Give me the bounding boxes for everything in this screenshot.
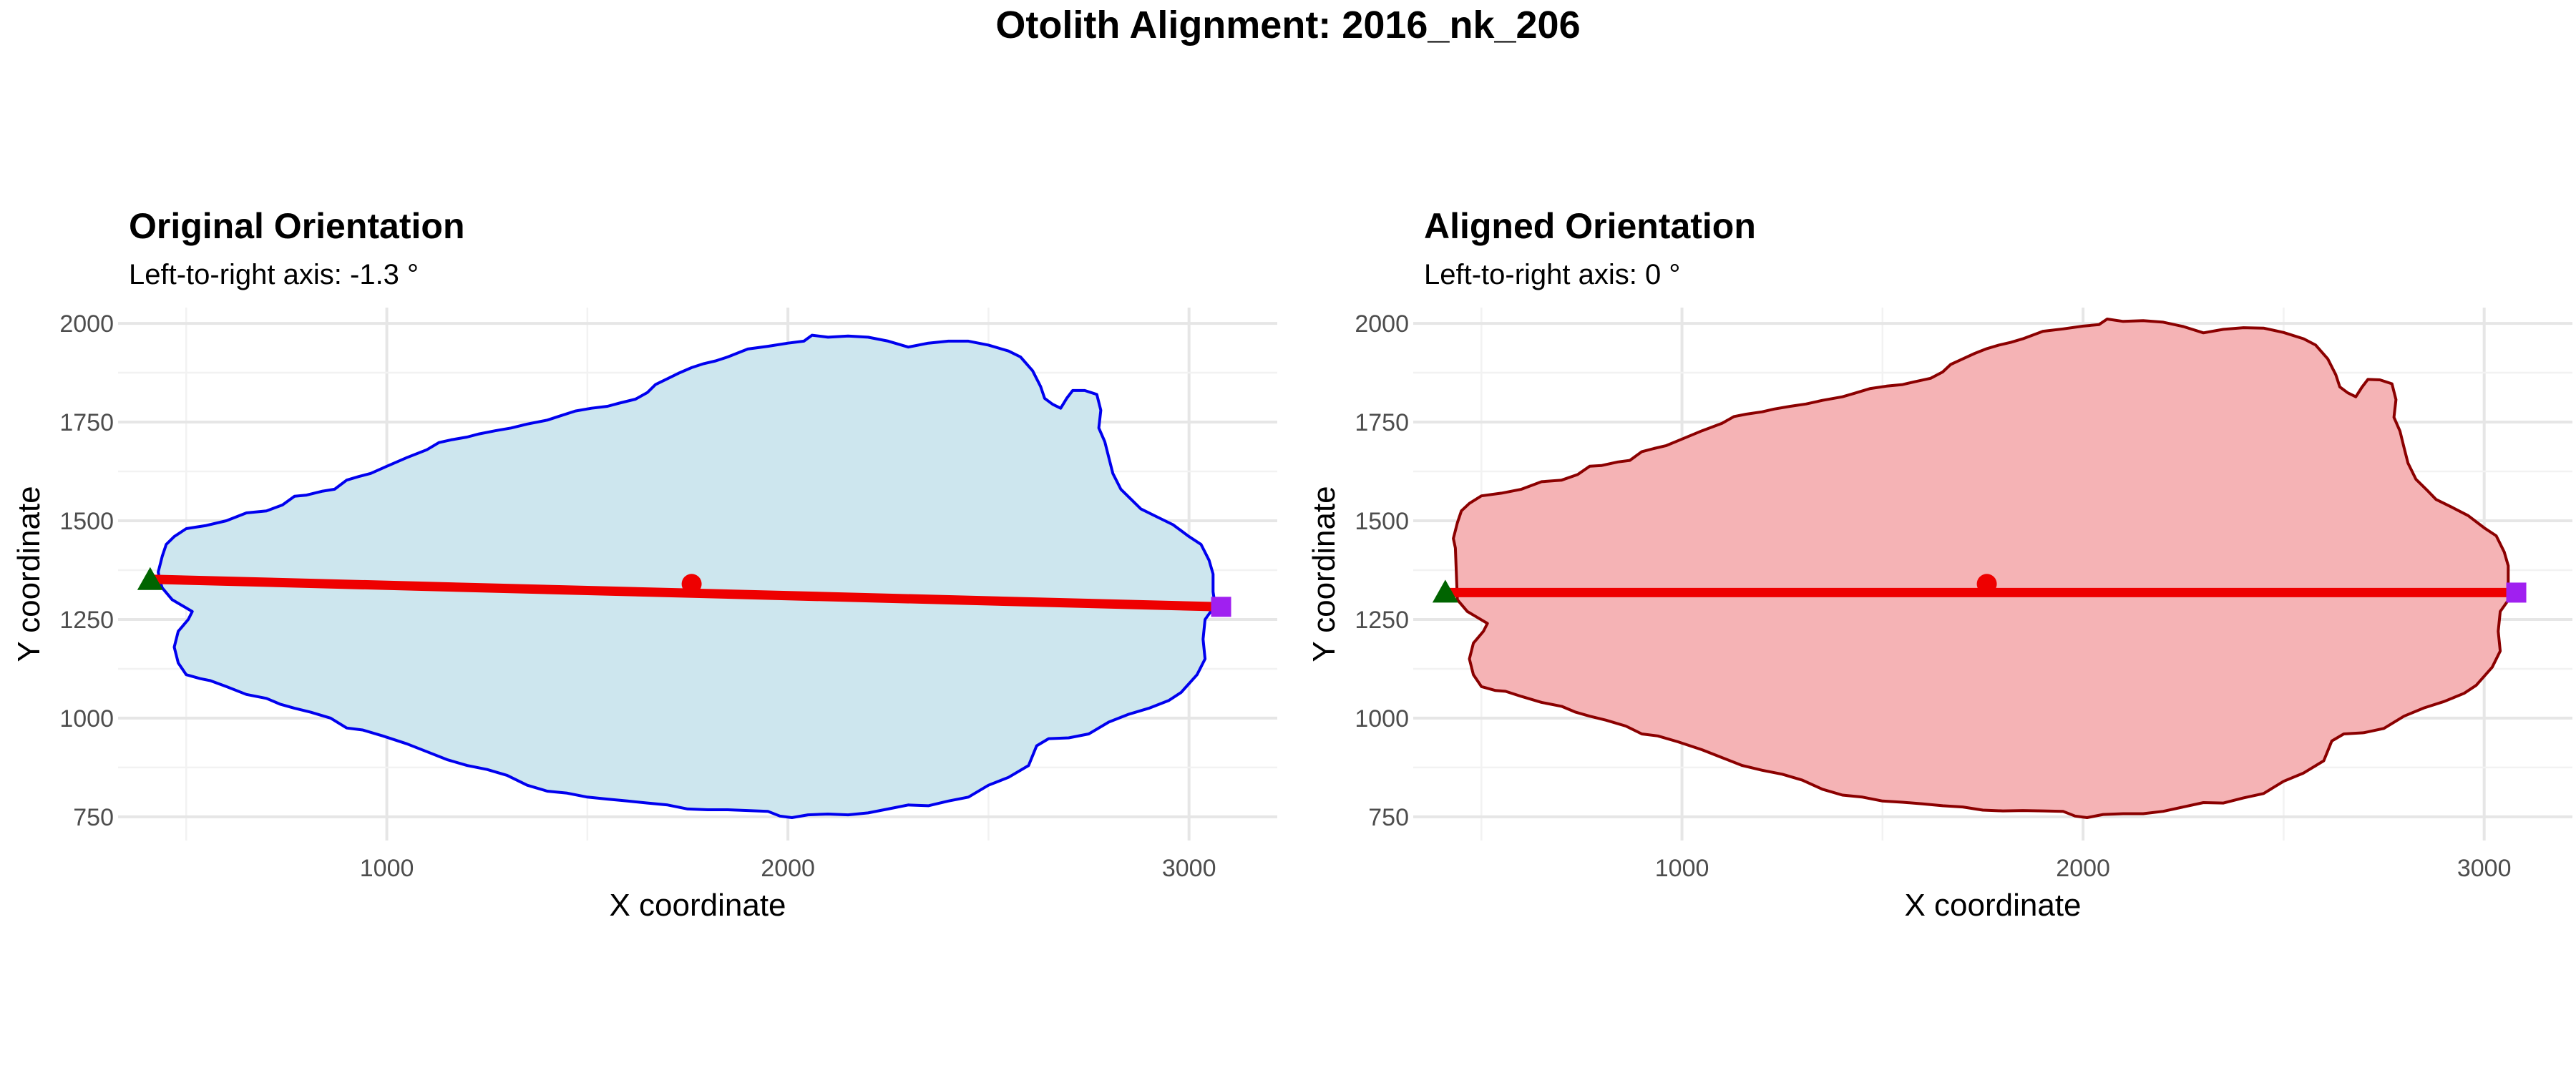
y-tick-label: 750 [73, 804, 114, 831]
x-tick-label: 2000 [761, 855, 815, 882]
panel-subtitle: Left-to-right axis: -1.3 ° [129, 259, 419, 290]
y-axis-label: Y coordinate [1307, 486, 1342, 662]
x-axis-label: X coordinate [1904, 888, 2081, 923]
otolith-outline [1452, 318, 2512, 819]
figure-title: Otolith Alignment: 2016_nk_206 [995, 4, 1581, 46]
y-tick-label: 1250 [59, 607, 114, 634]
x-axis-label: X coordinate [609, 888, 786, 923]
y-tick-label: 1500 [59, 508, 114, 535]
y-tick-label: 2000 [59, 310, 114, 338]
left-endpoint-triangle [1432, 579, 1458, 603]
y-tick-label: 750 [1368, 804, 1409, 831]
right-endpoint-square [1211, 597, 1231, 617]
x-tick-label: 1000 [1655, 855, 1709, 882]
left-endpoint-triangle [137, 567, 163, 590]
x-tick-label: 1000 [360, 855, 414, 882]
right-endpoint-square [2506, 582, 2527, 603]
y-tick-label: 1250 [1355, 607, 1409, 634]
left-to-right-axis-line [147, 574, 1221, 612]
x-tick-label: 3000 [1162, 855, 1216, 882]
y-tick-label: 1500 [1355, 508, 1409, 535]
panel-title: Aligned Orientation [1424, 206, 1756, 246]
centroid-point [1976, 574, 1997, 594]
x-tick-label: 2000 [2056, 855, 2110, 882]
x-tick-label: 3000 [2457, 855, 2512, 882]
centroid-point [681, 574, 702, 594]
panel-title: Original Orientation [129, 206, 464, 246]
y-tick-label: 2000 [1355, 310, 1409, 338]
y-axis-label: Y coordinate [11, 486, 47, 662]
y-tick-label: 1000 [59, 705, 114, 733]
y-tick-label: 1750 [59, 409, 114, 436]
panel-subtitle: Left-to-right axis: 0 ° [1424, 259, 1680, 290]
y-tick-label: 1750 [1355, 409, 1409, 436]
y-tick-label: 1000 [1355, 705, 1409, 733]
